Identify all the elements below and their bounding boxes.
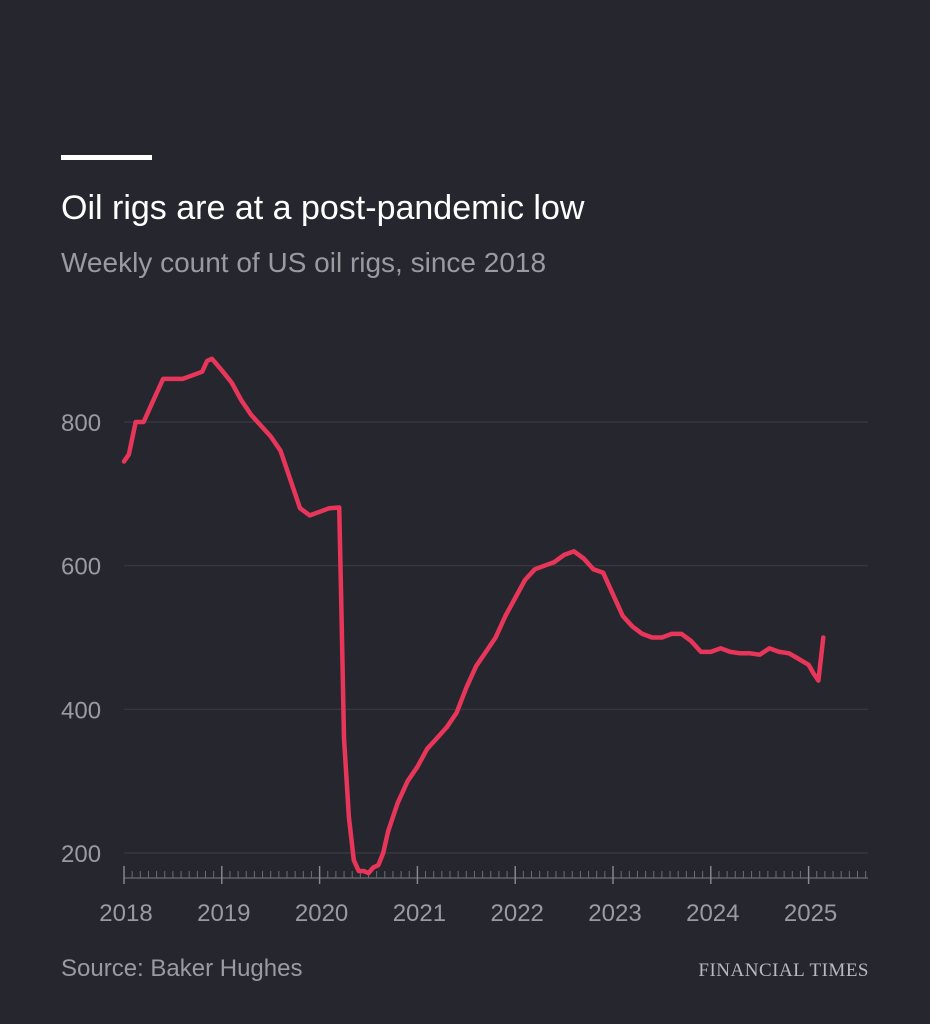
chart-subtitle: Weekly count of US oil rigs, since 2018	[61, 247, 547, 278]
x-tick-label: 2022	[491, 900, 544, 927]
x-tick-label: 2023	[588, 900, 641, 927]
source-note: Source: Baker Hughes	[61, 955, 303, 982]
x-tick-labels: 2018 2019 2020 2021 2022 2023 2024 2025	[99, 900, 837, 927]
gridlines	[124, 421, 868, 854]
chart-title: Oil rigs are at a post-pandemic low	[61, 189, 585, 227]
y-tick-label: 400	[61, 697, 101, 724]
x-tick-label: 2024	[686, 900, 739, 927]
x-axis	[123, 866, 868, 884]
x-tick-label: 2019	[197, 900, 250, 927]
x-tick-label: 2020	[295, 900, 348, 927]
y-tick-label: 800	[61, 410, 101, 437]
publisher-logo: FINANCIAL TIMES	[698, 960, 869, 981]
series-line	[121, 356, 826, 876]
y-tick-label: 600	[61, 554, 101, 581]
x-tick-label: 2021	[393, 900, 446, 927]
x-tick-label: 2025	[784, 900, 837, 927]
y-tick-label: 200	[61, 841, 101, 868]
accent-bar	[61, 155, 152, 160]
series-layer	[121, 356, 826, 876]
x-tick-label: 2018	[99, 900, 152, 927]
y-tick-labels: 200 400 600 800	[61, 410, 101, 868]
